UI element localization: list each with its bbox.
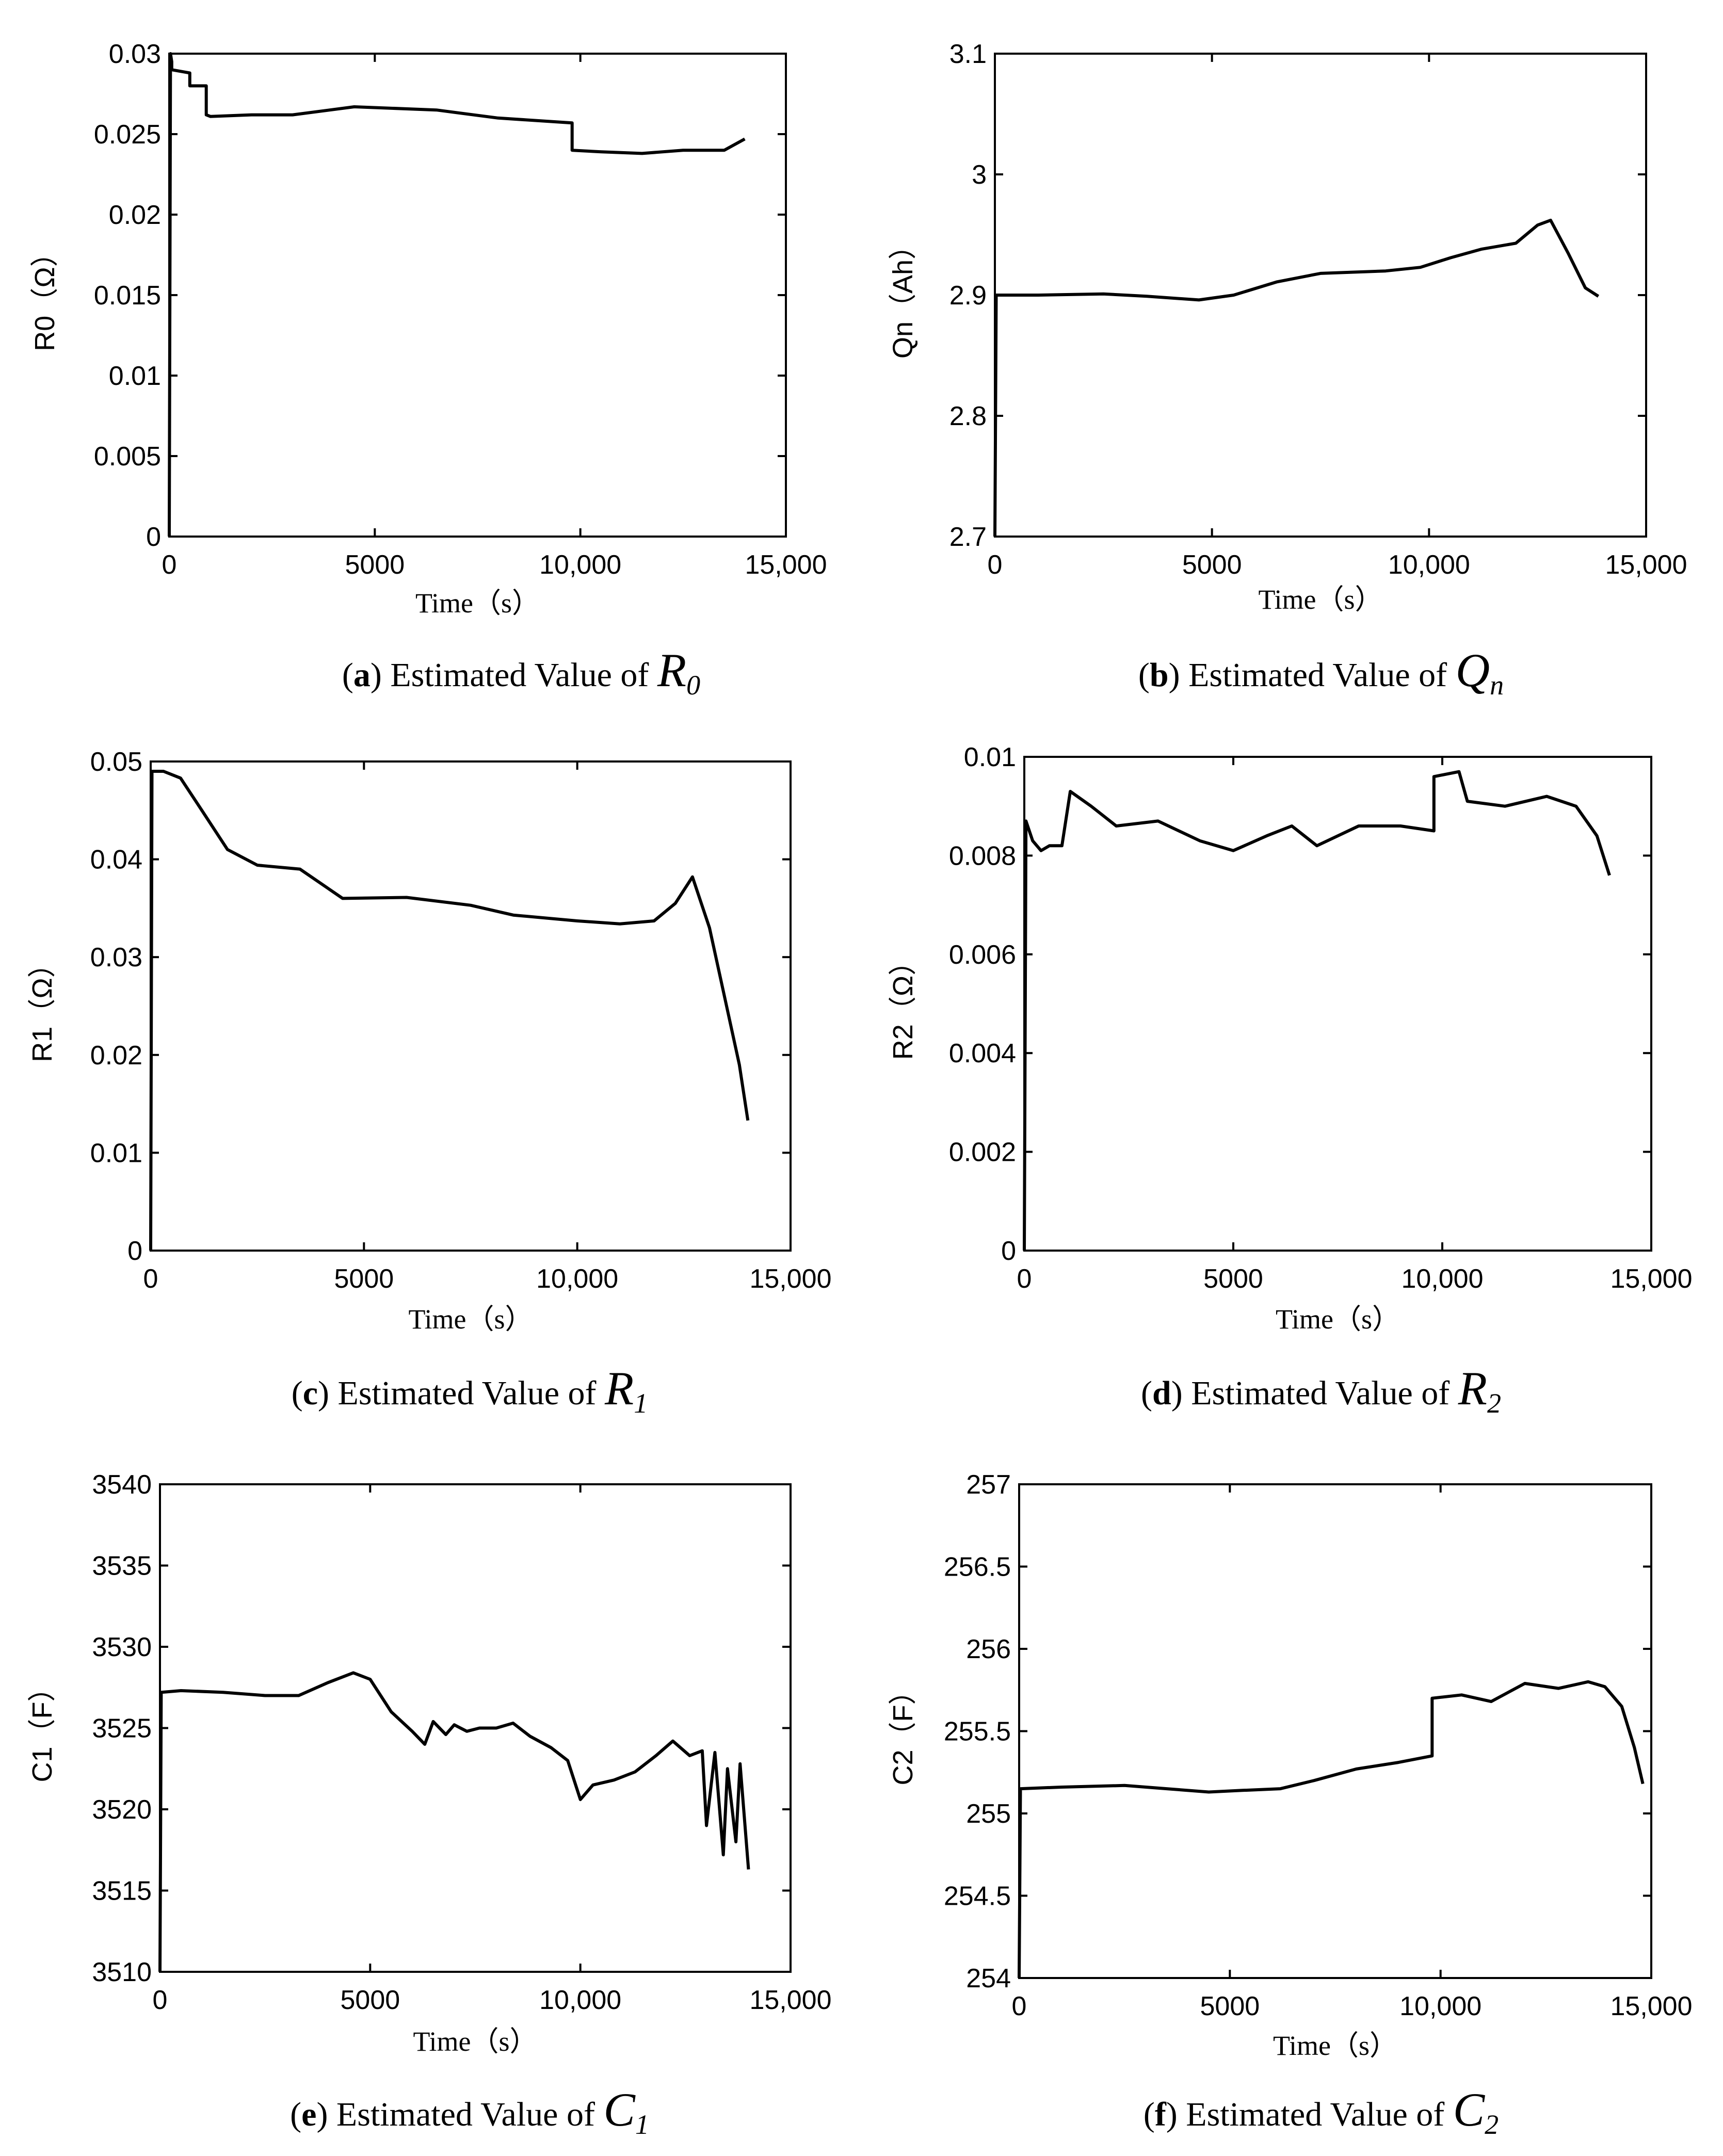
y-tick-label: 0.006 (949, 940, 1016, 970)
series-line-Qn (993, 218, 1600, 537)
y-tick-label: 0.01 (964, 742, 1016, 772)
y-axis-label: C2（F） (888, 1677, 919, 1785)
x-tick-label: 10,000 (536, 1264, 618, 1294)
x-tick-label: 0 (143, 1264, 158, 1294)
y-tick-label: 0.03 (90, 943, 142, 972)
series-line-R2 (1023, 770, 1611, 1251)
y-tick-label: 3540 (92, 1470, 152, 1500)
y-tick-label: 3515 (92, 1876, 152, 1906)
series-line-C1 (158, 1671, 750, 1972)
y-tick-label: 0 (127, 1236, 142, 1266)
y-axis-label: R0（Ω） (29, 239, 60, 351)
y-tick-label: 0.015 (94, 281, 161, 311)
x-axis-label: Time（s） (1258, 584, 1382, 615)
y-tick-label: 0.05 (90, 747, 142, 777)
chart-panel-e: 0 5000 10,000 15,000 3510 3515 3520 3525 3530 353… (27, 1470, 832, 2140)
plot-frame (150, 760, 792, 1252)
x-axis-label: Time（s） (413, 2026, 537, 2057)
chart-panel-d: 0 5000 10,000 15,000 0 0.002 0.004 0.006 0.008 0.… (888, 742, 1693, 1419)
panel-caption: (f) Estimated Value of C2 (1144, 2083, 1499, 2140)
x-tick-label: 5000 (1182, 550, 1242, 580)
y-tick-label: 254.5 (944, 1882, 1011, 1911)
y-tick-label: 257 (966, 1470, 1011, 1500)
chart-panel-c: 0 5000 10,000 15,000 0 0.01 0.02 0.03 0.04 0.05 Ti… (27, 747, 832, 1419)
y-tick-label: 0.025 (94, 120, 161, 150)
series-line-R1 (149, 770, 750, 1251)
x-tick-label: 15,000 (1610, 1264, 1692, 1294)
y-tick-label: 0 (146, 522, 161, 552)
y-tick-label: 255.5 (944, 1717, 1011, 1747)
x-tick-label: 10,000 (1388, 550, 1470, 580)
x-tick-label: 5000 (1200, 1991, 1260, 2021)
y-tick-label: 256.5 (944, 1552, 1011, 1582)
y-tick-label: 256 (966, 1634, 1011, 1664)
y-tick-label: 3520 (92, 1795, 152, 1825)
x-tick-label: 0 (153, 1985, 168, 2015)
y-tick-label: 0.04 (90, 845, 142, 875)
x-tick-label: 0 (1012, 1991, 1027, 2021)
x-tick-label: 10,000 (1399, 1991, 1482, 2021)
x-tick-label: 15,000 (749, 1985, 831, 2015)
chart-panel-a: 0 5000 10,000 15,000 0 0.005 0.01 0.015 0.02 0.02… (29, 39, 827, 701)
panel-caption: (b) Estimated Value of Qn (1138, 644, 1504, 701)
panel-caption: (c) Estimated Value of R1 (292, 1362, 648, 1419)
y-tick-label: 0.02 (90, 1041, 142, 1071)
x-tick-label: 0 (988, 550, 1003, 580)
panel-caption: (e) Estimated Value of C1 (290, 2083, 649, 2140)
y-tick-label: 3525 (92, 1714, 152, 1744)
y-axis-label: Qn（Ah） (888, 232, 919, 359)
y-tick-label: 3530 (92, 1632, 152, 1662)
y-tick-label: 0 (1001, 1236, 1016, 1266)
x-axis-label: Time（s） (408, 1304, 533, 1335)
y-tick-label: 254 (966, 1964, 1011, 1993)
y-tick-label: 3510 (92, 1957, 152, 1987)
x-tick-label: 15,000 (749, 1264, 831, 1294)
y-tick-label: 3535 (92, 1551, 152, 1581)
x-tick-label: 5000 (345, 550, 405, 580)
x-tick-label: 0 (162, 550, 177, 580)
x-tick-label: 10,000 (1401, 1264, 1483, 1294)
x-tick-label: 0 (1017, 1264, 1032, 1294)
x-tick-label: 15,000 (1605, 550, 1687, 580)
series-line-R0 (168, 52, 746, 537)
y-tick-label: 0.008 (949, 841, 1016, 871)
chart-panel-b: 0 5000 10,000 15,000 2.7 2.8 2.9 3 3.1 Time（s） Qn（… (888, 39, 1687, 701)
plot-frame (168, 53, 787, 538)
x-tick-label: 15,000 (1610, 1991, 1692, 2021)
y-tick-label: 0.004 (949, 1039, 1016, 1068)
x-tick-label: 5000 (1203, 1264, 1263, 1294)
plot-frame (1018, 1483, 1652, 1979)
chart-panel-f: 0 5000 10,000 15,000 254 254.5 255 255.5 256 256.… (888, 1470, 1693, 2140)
panel-caption: (a) Estimated Value of R0 (342, 644, 700, 701)
y-axis-label: C1（F） (27, 1674, 58, 1782)
x-tick-label: 15,000 (745, 550, 827, 580)
x-tick-label: 10,000 (539, 1985, 621, 2015)
x-axis-label: Time（s） (415, 588, 540, 619)
x-axis-label: Time（s） (1276, 1304, 1400, 1335)
x-tick-label: 10,000 (539, 550, 621, 580)
y-tick-label: 2.9 (949, 281, 987, 311)
y-tick-label: 0.002 (949, 1138, 1016, 1168)
x-axis-label: Time（s） (1273, 2030, 1397, 2061)
plot-frame (1023, 756, 1652, 1252)
y-tick-label: 2.7 (949, 522, 987, 552)
y-tick-label: 0.03 (109, 39, 161, 69)
y-axis-label: R1（Ω） (27, 950, 58, 1062)
x-tick-label: 5000 (334, 1264, 394, 1294)
x-tick-label: 5000 (340, 1985, 400, 2015)
y-tick-label: 0.01 (109, 361, 161, 391)
y-tick-label: 2.8 (949, 401, 987, 431)
y-tick-label: 0.02 (109, 200, 161, 230)
y-tick-label: 3 (972, 160, 987, 190)
panel-caption: (d) Estimated Value of R2 (1141, 1362, 1501, 1419)
y-tick-label: 0.01 (90, 1138, 142, 1168)
y-axis-label: R2（Ω） (888, 948, 919, 1060)
y-tick-label: 0.005 (94, 442, 161, 472)
y-tick-label: 3.1 (949, 39, 987, 69)
y-tick-label: 255 (966, 1799, 1011, 1829)
series-line-C2 (1018, 1680, 1645, 1979)
